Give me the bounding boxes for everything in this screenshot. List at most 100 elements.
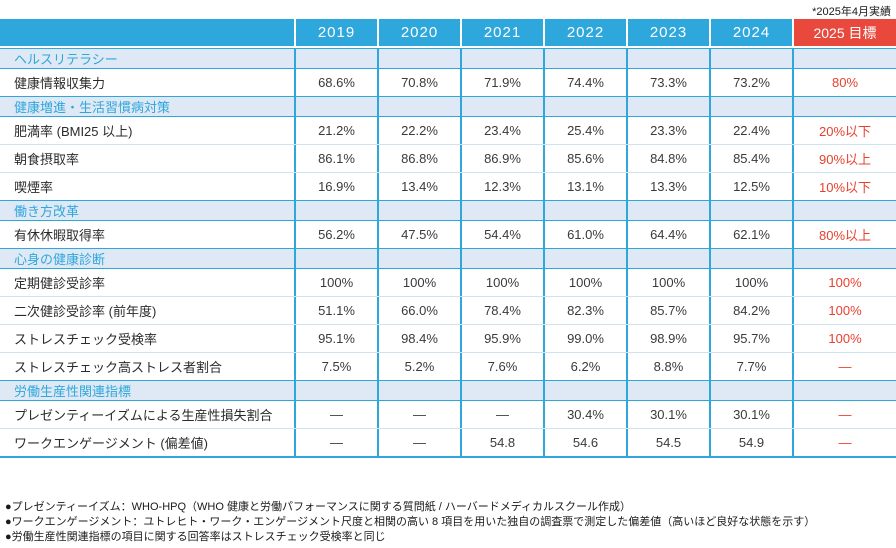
value-cell: 86.9% [462,145,543,172]
header-year-2020: 2020 [379,19,460,46]
value-cell [462,249,543,268]
row-label: ストレスチェック受検率 [0,325,294,352]
value-cell [628,249,709,268]
value-cell: 98.4% [379,325,460,352]
value-cell: 84.2% [711,297,792,324]
value-cell: 54.6 [545,429,626,456]
value-cell [462,49,543,68]
value-cell: 54.8 [462,429,543,456]
header-year-2021: 2021 [462,19,543,46]
value-cell: 99.0% [545,325,626,352]
target-value-cell: 100% [794,325,896,352]
value-cell [628,381,709,400]
row-label: 定期健診受診率 [0,269,294,296]
value-cell: 68.6% [296,69,377,96]
section-row: ヘルスリテラシー [0,48,896,69]
target-value-cell: 10%以下 [794,173,896,200]
target-value-cell [794,97,896,116]
target-value-cell: 100% [794,269,896,296]
value-cell: 23.3% [628,117,709,144]
value-cell [628,97,709,116]
footnote-work-engagement: ●ワークエンゲージメント：ユトレヒト・ワーク・エンゲージメント尺度と相関の高い … [5,516,816,528]
target-value-cell: — [794,429,896,456]
value-cell [545,201,626,220]
table-row: 朝食摂取率 86.1% 86.8% 86.9% 85.6% 84.8% 85.4% 90%以上 [0,144,896,172]
value-cell [296,249,377,268]
table-row: ストレスチェック高ストレス者割合 7.5% 5.2% 7.6% 6.2% 8.8% 7.7%… [0,352,896,380]
value-cell: 5.2% [379,353,460,380]
value-cell: 25.4% [545,117,626,144]
value-cell: 66.0% [379,297,460,324]
target-value-cell [794,381,896,400]
value-cell [711,49,792,68]
actuals-note: *2025年4月実績 [812,6,891,18]
section-label: 労働生産性関連指標 [0,381,294,400]
value-cell: 62.1% [711,221,792,248]
value-cell: 7.7% [711,353,792,380]
row-label: 喫煙率 [0,173,294,200]
row-label: プレゼンティーイズムによる生産性損失割合 [0,401,294,428]
value-cell: 74.4% [545,69,626,96]
value-cell: 22.2% [379,117,460,144]
value-cell [545,249,626,268]
value-cell: 64.4% [628,221,709,248]
value-cell: 95.1% [296,325,377,352]
table-row: 肥満率 (BMI25 以上) 21.2% 22.2% 23.4% 25.4% 23.3% 2… [0,117,896,144]
section-row: 働き方改革 [0,200,896,221]
value-cell [711,201,792,220]
target-value-cell [794,201,896,220]
value-cell [296,381,377,400]
value-cell: 22.4% [711,117,792,144]
value-cell: 13.3% [628,173,709,200]
value-cell [379,49,460,68]
target-value-cell: 90%以上 [794,145,896,172]
value-cell: — [379,429,460,456]
section-row: 心身の健康診断 [0,248,896,269]
value-cell [462,97,543,116]
value-cell [379,201,460,220]
value-cell [296,97,377,116]
value-cell: 84.8% [628,145,709,172]
value-cell [545,49,626,68]
value-cell: 82.3% [545,297,626,324]
value-cell: 51.1% [296,297,377,324]
value-cell [379,249,460,268]
value-cell [545,97,626,116]
header-year-2024: 2024 [711,19,792,46]
value-cell: 61.0% [545,221,626,248]
row-label: 朝食摂取率 [0,145,294,172]
value-cell: 70.8% [379,69,460,96]
value-cell [545,381,626,400]
target-value-cell: 20%以下 [794,117,896,144]
value-cell: 73.2% [711,69,792,96]
target-value-cell: 80%以上 [794,221,896,248]
value-cell: 71.9% [462,69,543,96]
row-label: 有休休暇取得率 [0,221,294,248]
value-cell: — [296,429,377,456]
table-row: 有休休暇取得率 56.2% 47.5% 54.4% 61.0% 64.4% 62.1% 80%… [0,221,896,248]
header-target-2025: 2025 目標 [794,19,896,46]
value-cell: 78.4% [462,297,543,324]
table-row: 喫煙率 16.9% 13.4% 12.3% 13.1% 13.3% 12.5% 10%以下 [0,172,896,200]
value-cell: 12.5% [711,173,792,200]
value-cell: 85.7% [628,297,709,324]
table-body: ヘルスリテラシー 健康情報収集力 68.6% 70.8% 71.9% 74.4% 73.3%… [0,48,896,458]
target-value-cell [794,49,896,68]
target-value-cell: — [794,401,896,428]
section-row: 健康増進・生活習慣病対策 [0,96,896,117]
value-cell: 85.4% [711,145,792,172]
value-cell: 100% [296,269,377,296]
value-cell: 86.8% [379,145,460,172]
value-cell: 7.5% [296,353,377,380]
value-cell [711,381,792,400]
value-cell: 12.3% [462,173,543,200]
value-cell: 21.2% [296,117,377,144]
value-cell: 85.6% [545,145,626,172]
target-value-cell: 80% [794,69,896,96]
value-cell [296,201,377,220]
table-row: ストレスチェック受検率 95.1% 98.4% 95.9% 99.0% 98.9% 95.7… [0,324,896,352]
value-cell: 56.2% [296,221,377,248]
row-label: ストレスチェック高ストレス者割合 [0,353,294,380]
value-cell [628,201,709,220]
value-cell: 100% [462,269,543,296]
